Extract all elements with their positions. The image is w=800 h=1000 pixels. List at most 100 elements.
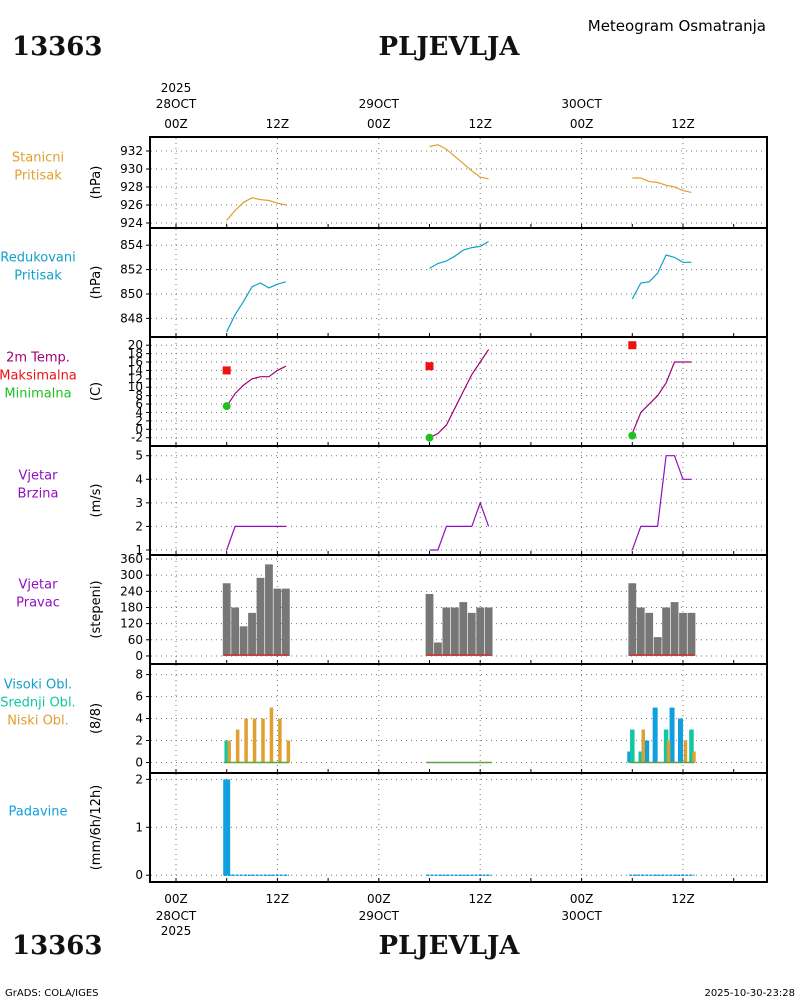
panel-label: Redukovani — [0, 251, 75, 266]
wind-direction-bar — [434, 642, 442, 656]
y-tick-label: 850 — [120, 287, 143, 301]
y-tick-label: 924 — [120, 216, 143, 230]
y-tick-label: 2 — [135, 772, 143, 786]
cloud-bar — [235, 729, 240, 763]
hour-label-bottom: 00Z — [367, 892, 391, 906]
wind-direction-bar — [476, 607, 485, 656]
y-tick-label: 2 — [135, 414, 143, 428]
wind-direction-bar — [442, 607, 451, 656]
cloud-bar — [666, 740, 671, 763]
max-temp-marker — [628, 341, 637, 350]
y-tick-label: 14 — [128, 363, 143, 377]
panel-frame — [149, 136, 768, 229]
hour-label-top: 12Z — [468, 117, 492, 131]
y-tick-label: 360 — [120, 552, 143, 566]
series-line — [226, 525, 286, 551]
min-temp-marker — [222, 402, 231, 411]
station-name: PLJEVLJA — [379, 32, 521, 62]
cloud-bar — [269, 707, 274, 763]
y-tick-label: -2 — [131, 431, 143, 445]
y-tick-label: 1 — [135, 820, 143, 834]
series-line — [631, 254, 692, 300]
cloud-bar — [224, 740, 229, 763]
cloud-bar — [689, 729, 694, 763]
panel-label: Vjetar — [19, 578, 59, 593]
wind-direction-bar — [687, 612, 696, 656]
hour-label-top: 12Z — [266, 117, 290, 131]
panel-frame — [149, 336, 768, 447]
y-tick-label: 12 — [128, 372, 143, 386]
min-temp-marker — [628, 431, 637, 440]
series-line — [226, 365, 287, 407]
y-tick-label: 2 — [135, 734, 143, 748]
y-tick-label: 180 — [120, 600, 143, 614]
wind-direction-bar — [662, 607, 670, 656]
wind-direction-bar — [645, 612, 654, 656]
precip-bar — [223, 779, 231, 876]
series-line — [429, 144, 489, 180]
wind-direction-bar — [239, 626, 248, 656]
day-label-top: 29OCT — [359, 97, 400, 111]
wind-direction-bar — [265, 564, 273, 656]
hour-label-bottom: 00Z — [164, 892, 188, 906]
wind-direction-bar — [679, 612, 687, 656]
y-tick-label: 5 — [135, 449, 143, 463]
wind-direction-bar — [653, 637, 662, 656]
y-tick-label: 0 — [135, 756, 143, 770]
panel-p7: 0 1 2 (mm/6h/12h) Padavine — [9, 772, 768, 883]
cloud-bar — [244, 718, 248, 763]
panel-label: Maksimalna — [0, 369, 77, 384]
cloud-bar — [678, 718, 683, 763]
y-tick-label: 16 — [128, 355, 143, 369]
hour-label-bottom: 12Z — [266, 892, 290, 906]
hour-label-top: 00Z — [164, 117, 188, 131]
time-axis-labels: 28OCT 28OCT 29OCT 29OCT 30OCT 30OCT 00Z 00Z 12Z 1… — [156, 97, 695, 923]
max-temp-marker — [222, 366, 231, 375]
wind-direction-bar — [248, 612, 256, 656]
wind-direction-bar — [484, 607, 493, 656]
y-tick-label: 6 — [135, 397, 143, 411]
y-tick-label: 60 — [128, 633, 143, 647]
hour-label-top: 00Z — [367, 117, 391, 131]
year-top: 2025 — [161, 81, 192, 95]
panel-label: Pritisak — [14, 269, 62, 284]
y-axis-label: (C) — [89, 382, 104, 401]
credit: GrADS: COLA/IGES — [5, 988, 99, 999]
panel-label: Srednji Obl. — [0, 696, 75, 711]
y-tick-label: 0 — [135, 649, 143, 663]
wind-direction-bar — [670, 602, 679, 656]
meteogram-title: Meteogram Osmatranja — [588, 17, 766, 35]
day-label-bottom: 29OCT — [359, 909, 400, 923]
cloud-bar — [286, 740, 291, 763]
series-line — [429, 501, 490, 551]
day-label-bottom: 28OCT — [156, 909, 197, 923]
y-tick-label: 926 — [120, 198, 143, 212]
y-axis-label: (stepeni) — [89, 580, 104, 638]
panel-label: Pravac — [16, 596, 60, 611]
wind-direction-bar — [628, 583, 637, 656]
y-tick-label: 4 — [135, 712, 143, 726]
panel-frame — [149, 772, 768, 883]
y-tick-label: 2 — [135, 519, 143, 533]
wind-direction-bar — [231, 607, 240, 656]
y-tick-label: 240 — [120, 584, 143, 598]
cloud-bar — [692, 751, 696, 763]
hour-label-top: 12Z — [671, 117, 695, 131]
station-id: 13363 — [12, 32, 102, 62]
series-line — [429, 349, 490, 439]
panel-label: Pritisak — [14, 169, 62, 184]
panel-label: Padavine — [9, 805, 68, 820]
y-tick-label: 6 — [135, 690, 143, 704]
panel-p4: 1 2 3 4 5 (m/s) Vjetar Brzina — [18, 445, 768, 557]
y-tick-label: 300 — [120, 568, 143, 582]
cloud-bar — [227, 740, 231, 763]
wind-direction-bar — [222, 583, 231, 656]
hour-label-bottom: 12Z — [671, 892, 695, 906]
series-line — [632, 177, 692, 193]
y-tick-label: 3 — [135, 496, 143, 510]
panel-p6: 0 2 4 6 8 (8/8) Visoki Obl. Srednji Obl. Niski O… — [0, 663, 768, 774]
cloud-bar — [627, 751, 633, 763]
cloud-bar — [252, 718, 257, 763]
